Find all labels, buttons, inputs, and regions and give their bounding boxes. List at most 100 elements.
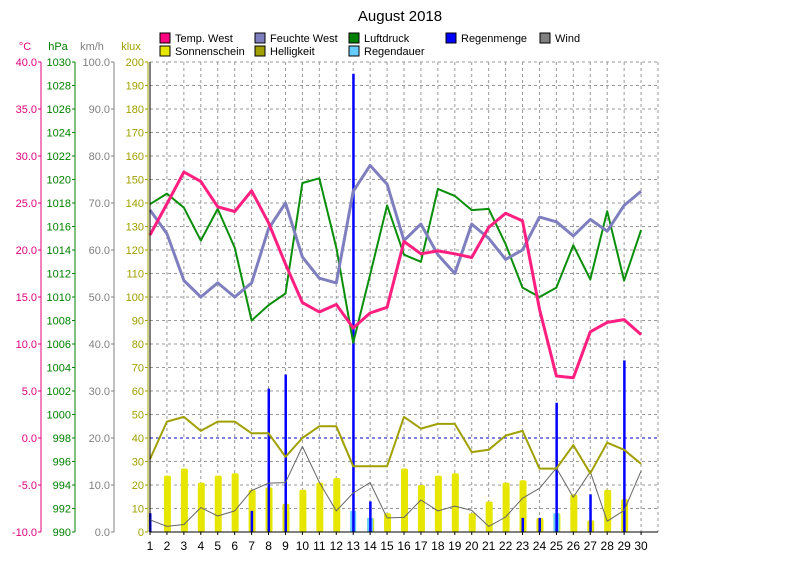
legend-swatch-5 <box>539 32 551 44</box>
x-tick-label-day-10: 10 <box>296 539 310 553</box>
tick-pressure: 992 <box>53 504 71 516</box>
tick-pressure: 996 <box>53 457 71 469</box>
rain-amount-bar-day-27 <box>589 494 592 532</box>
x-tick-label-day-24: 24 <box>533 539 547 553</box>
sunshine-bar-day-12 <box>333 477 341 532</box>
grid <box>150 61 659 532</box>
series-lines <box>148 163 643 527</box>
tick-pressure: 994 <box>53 480 71 492</box>
x-tick-label-day-2: 2 <box>164 539 171 553</box>
sunshine-bar-day-18 <box>434 475 442 532</box>
tick-temp: 5.0 <box>22 386 37 398</box>
x-tick-label-day-30: 30 <box>634 539 648 553</box>
tick-lux: 160 <box>126 151 144 163</box>
tick-lux: 140 <box>126 198 144 210</box>
tick-lux: 30 <box>132 457 144 469</box>
rain-amount-bar-day-24 <box>538 517 541 532</box>
x-axis: 1 2 3 4 5 6 7 8 9 10 11 12 13 14 15 16 17 18 19 20 21 22 23 24 2… <box>147 62 658 553</box>
rain-amount-bar-day-29 <box>623 360 626 532</box>
x-tick-label-day-19: 19 <box>448 539 462 553</box>
axis-unit-temp: °C <box>19 41 31 53</box>
tick-pressure: 1004 <box>47 363 71 375</box>
sunshine-bar-day-19 <box>451 473 459 532</box>
x-tick-label-day-25: 25 <box>550 539 564 553</box>
series-line-feuchte-west <box>148 163 643 299</box>
rain-amount-bar-day-7 <box>250 510 254 532</box>
tick-wind: 90.0 <box>89 104 110 116</box>
tick-pressure: 1022 <box>47 151 71 163</box>
tick-lux: 170 <box>126 128 144 140</box>
x-tick-label-day-27: 27 <box>584 539 598 553</box>
tick-pressure: 990 <box>53 527 71 539</box>
tick-pressure: 1014 <box>47 245 71 257</box>
tick-wind: 60.0 <box>89 245 110 257</box>
tick-lux: 180 <box>126 104 144 116</box>
x-tick-label-day-29: 29 <box>617 539 631 553</box>
x-tick-label-day-28: 28 <box>601 539 615 553</box>
rain-amount-bar-day-9 <box>284 374 287 532</box>
tick-temp: -10.0 <box>12 527 37 539</box>
sunshine-bar-day-11 <box>316 482 324 532</box>
axis-unit-pressure: hPa <box>48 41 68 53</box>
tick-pressure: 1002 <box>47 386 71 398</box>
x-tick-label-day-26: 26 <box>567 539 581 553</box>
tick-lux: 190 <box>126 81 144 93</box>
series-line-luftdruck <box>149 177 643 344</box>
legend-swatch-6 <box>159 45 171 57</box>
tick-temp: 0.0 <box>22 433 37 445</box>
tick-wind: 30.0 <box>89 386 110 398</box>
axis-unit-lux: klux <box>121 41 141 53</box>
tick-lux: 200 <box>126 57 144 69</box>
legend: Temp. West Feuchte West Luftdruck Regenmeng… <box>159 32 580 58</box>
tick-wind: 10.0 <box>89 480 110 492</box>
tick-lux: 10 <box>132 504 144 516</box>
tick-temp: 35.0 <box>16 104 37 116</box>
tick-lux: 20 <box>132 480 144 492</box>
sunshine-bar-day-16 <box>401 468 408 532</box>
tick-lux: 110 <box>126 269 144 281</box>
tick-lux: 80 <box>132 339 144 351</box>
legend-label-2: Feuchte West <box>270 33 338 45</box>
sunshine-bar-day-28 <box>604 489 612 532</box>
rain-amount-bar-day-14 <box>369 501 372 532</box>
tick-lux: 90 <box>132 316 144 328</box>
legend-swatch-2 <box>254 32 266 44</box>
series-line-wind <box>149 446 642 527</box>
tick-pressure: 1024 <box>47 128 71 140</box>
x-tick-label-day-3: 3 <box>181 539 188 553</box>
legend-label-7: Helligkeit <box>270 46 315 58</box>
x-tick-label-day-21: 21 <box>482 539 496 553</box>
tick-temp: 25.0 <box>16 198 37 210</box>
x-tick-label-day-15: 15 <box>380 539 394 553</box>
tick-wind: 20.0 <box>89 433 110 445</box>
sunshine-bar-day-21 <box>485 501 493 532</box>
tick-lux: 60 <box>132 386 144 398</box>
x-tick-label-day-17: 17 <box>414 539 428 553</box>
tick-pressure: 1000 <box>47 410 71 422</box>
legend-label-1: Temp. West <box>175 33 233 45</box>
tick-wind: 100.0 <box>82 57 110 69</box>
tick-pressure: 1020 <box>47 175 71 187</box>
x-tick-label-day-16: 16 <box>397 539 411 553</box>
tick-lux: 0 <box>138 527 144 539</box>
tick-wind: 70.0 <box>89 198 110 210</box>
sunshine-bar-day-6 <box>231 473 239 532</box>
x-tick-label-day-18: 18 <box>431 539 445 553</box>
tick-temp: 10.0 <box>16 339 37 351</box>
sunshine-bar-day-17 <box>417 485 425 532</box>
x-tick-label-day-9: 9 <box>282 539 289 553</box>
tick-pressure: 1028 <box>47 81 71 93</box>
x-tick-label-day-8: 8 <box>265 539 272 553</box>
sunshine-bar-day-15 <box>384 513 392 532</box>
sunshine-bar-day-22 <box>502 482 510 532</box>
legend-swatch-3 <box>348 32 360 44</box>
rain-amount-bar-day-13 <box>352 73 355 532</box>
x-tick-label-day-7: 7 <box>248 539 255 553</box>
tick-wind: 80.0 <box>89 151 110 163</box>
x-tick-label-day-13: 13 <box>347 539 361 553</box>
legend-label-5: Wind <box>555 33 580 45</box>
legend-label-6: Sonnenschein <box>175 46 245 58</box>
sunshine-bar-day-2 <box>163 475 171 532</box>
tick-lux: 40 <box>132 433 144 445</box>
sunshine-bar-day-3 <box>180 468 188 532</box>
